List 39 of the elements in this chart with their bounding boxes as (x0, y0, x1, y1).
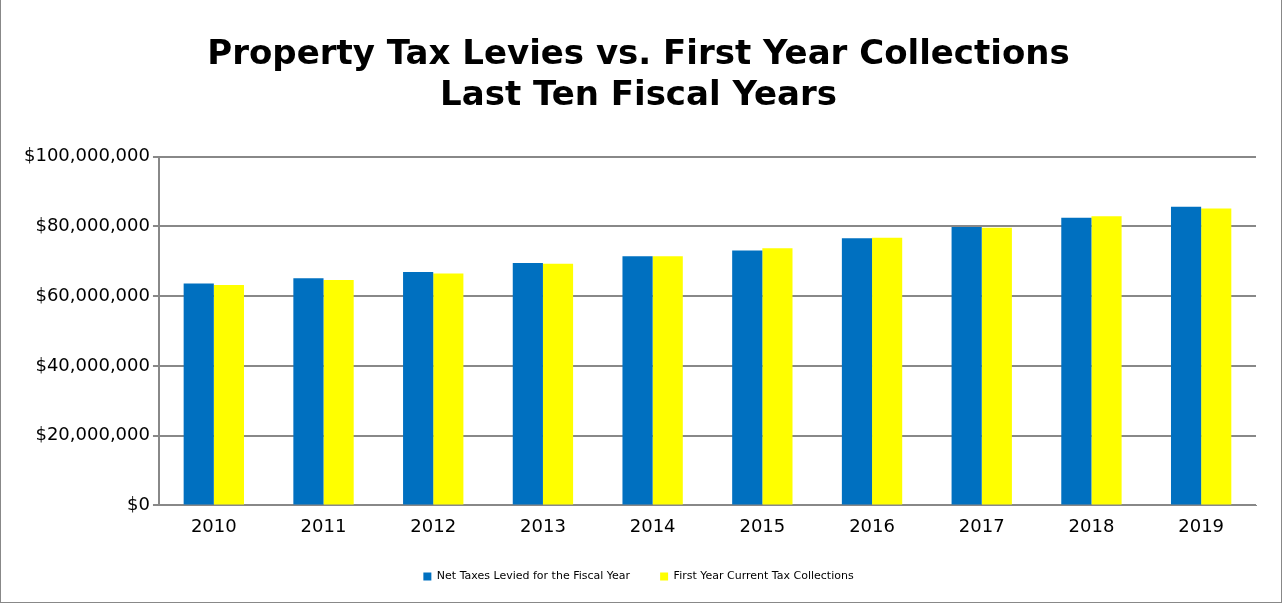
bar (652, 256, 683, 505)
bar (323, 280, 354, 505)
y-tick-label: $0 (127, 493, 150, 515)
x-tick-label: 2012 (410, 514, 457, 536)
bar (1201, 208, 1232, 505)
y-tick-label: $40,000,000 (35, 353, 150, 375)
y-tick-label: $20,000,000 (35, 423, 150, 445)
y-tick-label: $80,000,000 (35, 214, 150, 236)
bar (183, 283, 214, 505)
bar (951, 227, 982, 505)
x-tick-label: 2017 (958, 514, 1005, 536)
bar (762, 248, 793, 505)
legend-label: First Year Current Tax Collections (673, 569, 854, 583)
x-tick-label: 2011 (300, 514, 347, 536)
bar (542, 263, 574, 505)
x-tick-label: 2018 (1068, 514, 1115, 536)
bar (1061, 217, 1092, 505)
chart-title: Property Tax Levies vs. First Year Collections Last Ten Fiscal Years (207, 32, 1070, 114)
bar (872, 237, 903, 505)
bar (732, 250, 763, 505)
y-tick-label: $60,000,000 (35, 283, 150, 305)
bar (1091, 216, 1122, 505)
x-tick-label: 2014 (629, 514, 676, 536)
x-tick-label: 2015 (739, 514, 786, 536)
bar (841, 238, 873, 505)
bar (433, 273, 464, 505)
bar (512, 262, 543, 505)
x-tick-label: 2013 (520, 514, 566, 536)
x-tick-label: 2016 (849, 514, 895, 536)
bar (981, 227, 1012, 505)
y-tick-label: $100,000,000 (24, 144, 150, 166)
bar (403, 272, 434, 505)
x-tick-label: 2010 (190, 514, 237, 536)
bar (1170, 206, 1202, 505)
x-tick-label: 2019 (1178, 514, 1225, 536)
bar (213, 284, 244, 505)
bar (622, 256, 653, 505)
bar (293, 278, 324, 505)
legend-label: Net Taxes Levied for the Fiscal Year (436, 569, 631, 583)
